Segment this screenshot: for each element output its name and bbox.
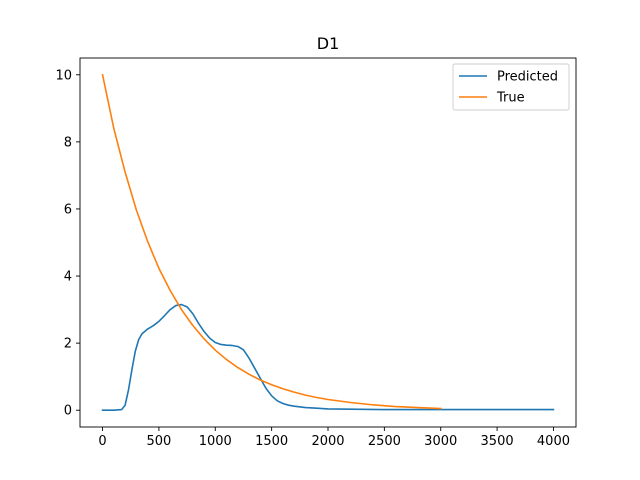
x-tick-label: 4000 [537, 434, 570, 449]
legend: Predicted True [452, 63, 570, 111]
chart-title: D1 [317, 34, 340, 53]
legend-label-true: True [496, 91, 525, 106]
x-tick-label: 500 [146, 434, 171, 449]
x-tick-label: 3500 [481, 434, 514, 449]
x-tick-label: 3000 [424, 434, 457, 449]
y-tick-label: 6 [64, 202, 72, 217]
x-tick-label: 1000 [199, 434, 232, 449]
legend-label-predicted: Predicted [497, 70, 558, 85]
series-line-true [101, 73, 442, 410]
x-tick-label: 0 [98, 434, 106, 449]
x-tick-label: 2000 [311, 434, 344, 449]
plot-area [101, 73, 555, 412]
x-tick-label: 1500 [255, 434, 288, 449]
y-tick-label: 8 [64, 135, 72, 150]
y-tick-label: 2 [64, 337, 72, 352]
axes: 0 500 1000 1500 2000 2500 3000 3500 4000 0 2 4 6 8 10 [55, 57, 577, 449]
x-tick-label: 2500 [368, 434, 401, 449]
y-tick-label: 10 [55, 68, 72, 83]
y-tick-label: 0 [64, 404, 72, 419]
series-line-predicted [101, 303, 555, 412]
y-tick-label: 4 [64, 270, 72, 285]
